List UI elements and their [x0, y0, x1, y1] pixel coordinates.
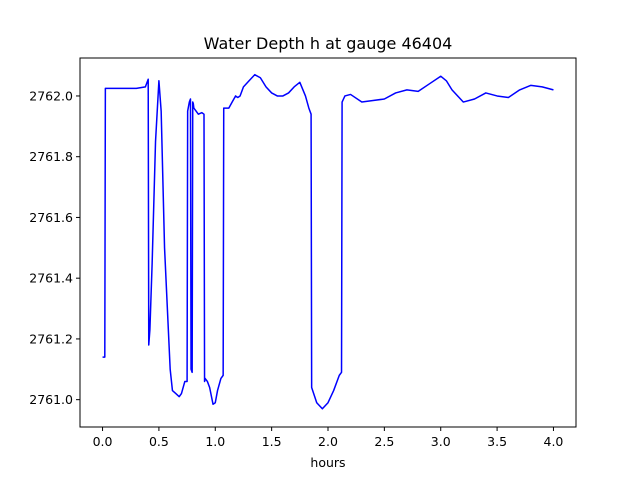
y-axis-ticks: 2761.0 2761.2 2761.4 2761.6 2761.8 2762.0 — [29, 88, 80, 407]
series-lines — [102, 73, 554, 410]
plot-frame — [79, 57, 577, 428]
y-tick-label: 2762.0 — [29, 88, 73, 103]
y-tick-label: 2761.6 — [29, 210, 73, 225]
x-tick-label: 1.0 — [205, 434, 225, 449]
x-tick-label: 2.0 — [318, 434, 338, 449]
chart-title: Water Depth h at gauge 46404 — [204, 34, 453, 53]
x-axis-ticks: 0.0 0.5 1.0 1.5 2.0 2.5 3.0 3.5 4.0 — [93, 427, 564, 449]
x-axis-label: hours — [310, 455, 345, 470]
y-tick-label: 2761.8 — [29, 149, 73, 164]
y-tick-label: 2761.4 — [29, 271, 73, 286]
x-tick-label: 0.5 — [149, 434, 169, 449]
x-tick-label: 3.0 — [431, 434, 451, 449]
x-tick-label: 0.0 — [93, 434, 113, 449]
y-tick-label: 2761.2 — [29, 331, 73, 346]
x-tick-label: 1.5 — [262, 434, 282, 449]
plot-area — [80, 58, 576, 427]
x-tick-label: 3.5 — [487, 434, 507, 449]
x-tick-label: 4.0 — [544, 434, 564, 449]
x-tick-label: 2.5 — [374, 434, 394, 449]
y-tick-label: 2761.0 — [29, 392, 73, 407]
water-depth-line — [102, 73, 554, 410]
